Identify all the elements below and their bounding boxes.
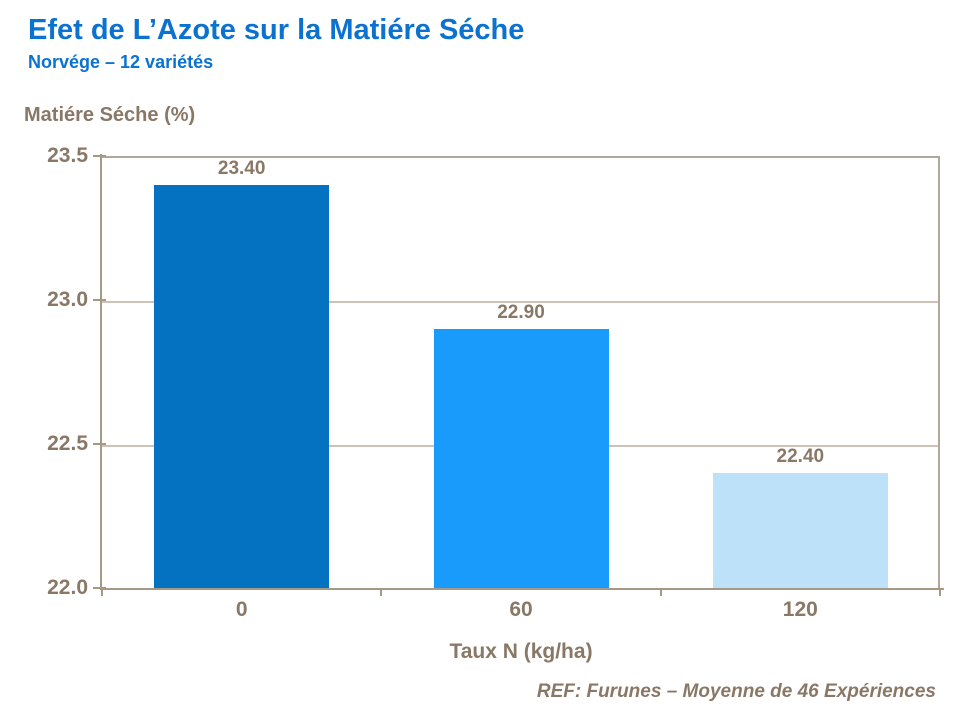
bar-value-label: 22.90 — [497, 301, 545, 323]
gridline — [102, 301, 938, 303]
y-tick-label: 22.5 — [47, 432, 88, 455]
x-tick-mark — [939, 588, 941, 596]
y-tick-mark — [93, 299, 106, 301]
y-tick-label: 23.5 — [47, 144, 88, 167]
x-axis-title: Taux N (kg/ha) — [449, 640, 593, 663]
y-axis-title: Matiére Séche (%) — [24, 104, 196, 126]
slide-subtitle: Norvége – 12 variétés — [28, 52, 214, 72]
x-axis-line — [100, 588, 944, 590]
bar-value-label: 22.40 — [776, 445, 825, 467]
x-tick-mark — [101, 588, 103, 596]
x-tick-label: 120 — [782, 598, 818, 621]
bar — [712, 472, 888, 588]
x-tick-label: 0 — [235, 598, 248, 621]
y-tick-mark — [93, 443, 106, 445]
y-axis-line — [100, 154, 102, 590]
bar — [433, 328, 609, 588]
plot-area — [102, 156, 940, 588]
y-tick-mark — [93, 587, 106, 589]
y-tick-label: 22.0 — [47, 576, 88, 599]
slide-title: Efet de L’Azote sur la Matiére Séche — [28, 14, 525, 46]
y-tick-mark — [93, 155, 106, 157]
x-tick-mark — [659, 588, 662, 596]
x-tick-label: 60 — [509, 598, 533, 621]
bar-value-label: 23.40 — [217, 157, 266, 179]
y-tick-label: 23.0 — [47, 288, 88, 311]
reference-text: REF: Furunes – Moyenne de 46 Expériences — [536, 681, 936, 702]
bar — [154, 184, 330, 588]
x-tick-mark — [380, 588, 383, 596]
